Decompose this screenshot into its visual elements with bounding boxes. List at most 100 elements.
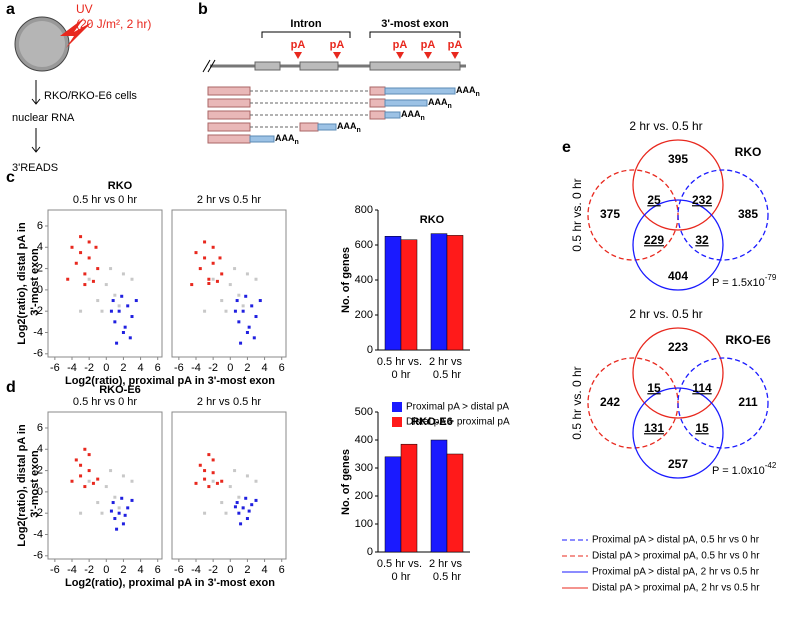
venn-count: 404 xyxy=(668,269,688,283)
x-tick-label: -6 xyxy=(50,362,60,374)
p-exponent: -79 xyxy=(765,273,777,282)
point xyxy=(245,474,249,478)
point xyxy=(115,341,119,345)
venn-circle xyxy=(632,199,724,291)
venn-side-group: 0.5 hr vs. 0 hr xyxy=(570,178,584,251)
x-tick-label: -2 xyxy=(208,362,218,374)
point xyxy=(211,261,215,265)
point xyxy=(96,299,100,303)
point xyxy=(220,272,224,276)
point xyxy=(220,501,224,505)
venn-side-label: 0.5 hr vs. 0 hr xyxy=(570,178,584,251)
point xyxy=(220,479,224,483)
venn-count: 211 xyxy=(738,395,758,409)
point xyxy=(237,293,241,297)
x-tick-label: 0 xyxy=(227,564,233,576)
chart-title: RKO xyxy=(420,214,445,226)
venn-count: 15 xyxy=(695,421,709,435)
venn-side-label: 0.5 hr vs. 0 hr xyxy=(570,366,584,439)
point xyxy=(111,299,115,303)
venn-title: RKO-E6 xyxy=(725,333,771,347)
venn-side-group: 0.5 hr vs. 0 hr xyxy=(570,366,584,439)
x-tick-label: 0 xyxy=(227,362,233,374)
region-label: Intron xyxy=(290,18,321,30)
y-axis-label-line: Log2(ratio), distal pA in xyxy=(16,421,28,546)
y-axis-label: Log2(ratio), distal pA in 3'-most exon xyxy=(16,219,41,344)
x-tick-label: 4 xyxy=(262,564,268,576)
x-tick-label: -4 xyxy=(191,564,201,576)
panel-title: RKO-E6 xyxy=(99,384,141,396)
x-tick-label-line: 0.5 hr xyxy=(433,369,461,381)
point xyxy=(113,517,117,521)
y-axis-label-group: Log2(ratio), distal pA in 3'-most exon xyxy=(16,421,41,546)
bar xyxy=(384,456,402,553)
x-axis-label: Log2(ratio), proximal pA in 3'-most exon xyxy=(65,577,275,589)
point xyxy=(117,309,121,313)
point xyxy=(203,477,207,481)
point xyxy=(70,245,74,249)
point xyxy=(79,235,83,239)
x-tick-label-line: 0 hr xyxy=(392,571,411,583)
point xyxy=(87,453,91,457)
y-tick-label: 200 xyxy=(355,309,373,321)
point xyxy=(211,458,215,462)
point xyxy=(87,469,91,473)
y-tick-label: 0 xyxy=(367,546,373,558)
legend-text: Distal pA > proximal pA, 0.5 hr vs 0 hr xyxy=(592,551,760,562)
legend-text: Distal pA > proximal pA xyxy=(406,417,510,428)
x-tick-label: 2 xyxy=(120,362,126,374)
gene-diagram xyxy=(202,31,466,144)
point xyxy=(91,481,95,485)
point xyxy=(126,304,130,308)
point xyxy=(117,506,121,510)
x-tick-label: -6 xyxy=(174,362,184,374)
y-axis-label-group: Log2(ratio), distal pA in 3'-most exon xyxy=(16,219,41,344)
point xyxy=(130,479,134,483)
point xyxy=(224,309,228,313)
x-tick-label: -4 xyxy=(191,362,201,374)
bar xyxy=(430,439,448,553)
uv-dose: (20 J/m², 2 hr) xyxy=(76,17,151,31)
arrow-head xyxy=(31,146,41,153)
point xyxy=(104,485,108,489)
poly-a-text: AAA xyxy=(401,109,421,119)
poly-a-text: AAA xyxy=(275,133,295,143)
y-axis-label-line: 3'-most exon xyxy=(29,248,41,316)
venn-top-label: 2 hr vs. 0.5 hr xyxy=(629,119,702,133)
venn-circle xyxy=(677,357,769,449)
x-tick-label: 2 hr vs 0.5 hr xyxy=(429,558,465,583)
x-tick-label: 4 xyxy=(262,362,268,374)
poly-a-sub: n xyxy=(357,127,361,134)
y-tick-label: 500 xyxy=(355,406,373,418)
y-tick-label: 0 xyxy=(37,284,43,296)
point xyxy=(211,277,215,281)
point xyxy=(123,325,127,329)
poly-a-sub: n xyxy=(421,115,425,122)
venn-circle xyxy=(632,139,724,231)
point xyxy=(235,501,239,505)
x-axis-label: Log2(ratio), proximal pA in 3'-most exon xyxy=(65,375,275,387)
point xyxy=(198,463,202,467)
venn-count: 257 xyxy=(668,457,688,471)
point xyxy=(111,501,115,505)
x-tick-label-line: 0.5 hr xyxy=(433,571,461,583)
point xyxy=(117,511,121,515)
point xyxy=(233,505,237,509)
panel-title: RKO xyxy=(108,180,133,192)
point xyxy=(207,277,211,281)
point xyxy=(239,341,243,345)
p-prefix: P = 1.0x10 xyxy=(712,465,765,477)
point xyxy=(83,485,87,489)
bar xyxy=(446,453,464,553)
region-label: 3'-most exon xyxy=(381,18,449,30)
venn-circle xyxy=(587,357,679,449)
y-axis-label: No. of genes xyxy=(340,247,352,313)
pa-label: pA xyxy=(330,39,345,51)
uv: UV xyxy=(76,2,93,16)
step: nuclear RNA xyxy=(12,112,75,124)
y-tick-label: 600 xyxy=(355,239,373,251)
point xyxy=(215,279,219,283)
point xyxy=(104,283,108,287)
point xyxy=(91,279,95,283)
x-tick-label: -6 xyxy=(174,564,184,576)
